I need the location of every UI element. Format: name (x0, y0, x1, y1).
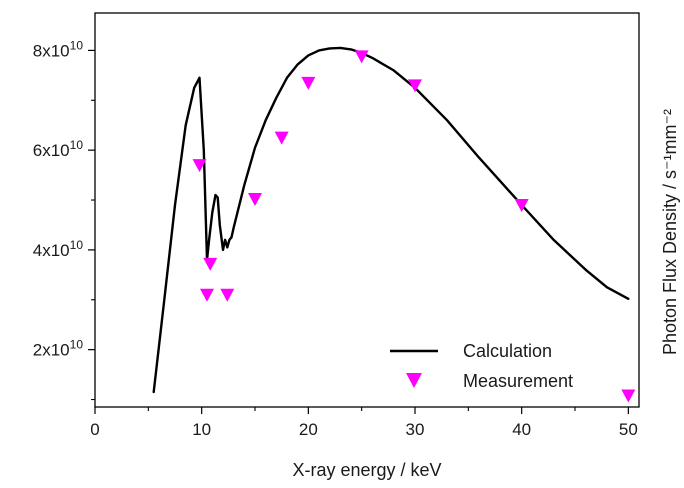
x-axis: 0 10 20 30 40 50 (90, 407, 638, 439)
y-tick-label: 4x1010 (33, 238, 84, 260)
plot-frame (94, 12, 640, 408)
x-axis-title: X-ray energy / keV (292, 460, 441, 480)
measurement-point (354, 50, 369, 64)
x-tick-label: 30 (406, 420, 425, 439)
measurement-point (274, 131, 289, 145)
legend: Calculation Measurement (390, 341, 573, 391)
series-layer (152, 46, 636, 403)
measurement-point (408, 79, 422, 93)
measurement-point (514, 199, 529, 213)
measurement-point (200, 288, 214, 302)
legend-calculation-label: Calculation (463, 341, 552, 361)
legend-measurement-marker (406, 373, 422, 388)
measurement-point (203, 257, 218, 271)
x-tick-label: 50 (619, 420, 638, 439)
x-tick-label: 20 (299, 420, 318, 439)
plot-border (94, 12, 640, 408)
x-tick-label: 10 (192, 420, 211, 439)
x-tick-label: 0 (90, 420, 99, 439)
legend-measurement-label: Measurement (463, 371, 573, 391)
measurement-point (192, 159, 207, 173)
measurement-point (248, 193, 262, 207)
x-tick-label: 40 (512, 420, 531, 439)
y-axis: 2x1010 4x1010 6x1010 8x1010 (33, 38, 95, 401)
measurement-point (301, 76, 316, 90)
measurement-point (621, 389, 636, 403)
y-axis-title: Photon Flux Density / s⁻¹mm⁻² (660, 109, 680, 355)
calculation-line (152, 46, 630, 394)
y-tick-label: 8x1010 (33, 38, 84, 60)
y-tick-label: 2x1010 (33, 338, 84, 360)
y-tick-label: 6x1010 (33, 138, 84, 160)
measurement-point (220, 288, 235, 302)
